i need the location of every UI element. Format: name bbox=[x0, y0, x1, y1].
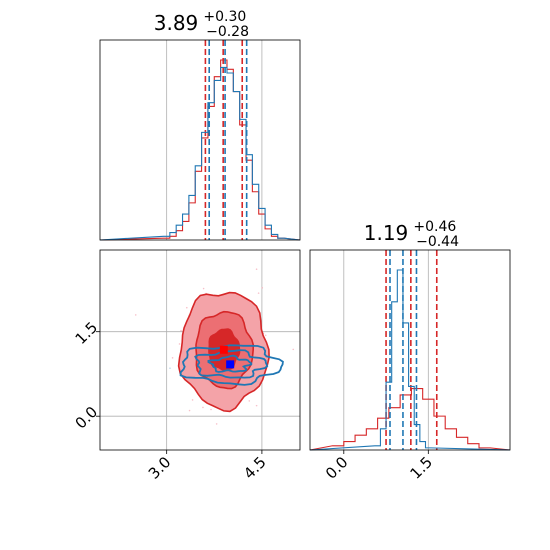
param1-median: 3.89 bbox=[154, 11, 199, 35]
param2-minus: −0.44 bbox=[416, 234, 459, 250]
joint-frame bbox=[99, 249, 301, 451]
sample-point-0-114 bbox=[264, 334, 267, 337]
xtick-label-param1-1: 4.5 bbox=[240, 453, 270, 483]
sample-point-0-28 bbox=[261, 287, 264, 289]
hist1-frame bbox=[99, 39, 301, 241]
sample-point-0-111 bbox=[292, 348, 295, 351]
sample-point-0-116 bbox=[255, 268, 258, 271]
param1-title: 3.89 +0.30 bbox=[154, 9, 247, 35]
sample-point-0-37 bbox=[257, 292, 260, 294]
sample-point-0-22 bbox=[255, 404, 258, 407]
param1-minus: −0.28 bbox=[206, 24, 249, 40]
param2-median: 1.19 bbox=[364, 221, 409, 245]
grid-hist2 bbox=[343, 250, 429, 450]
sample-point-0-102 bbox=[215, 423, 218, 425]
sample-point-0-136 bbox=[248, 400, 251, 402]
hist2-marks bbox=[309, 250, 511, 451]
sample-point-0-98 bbox=[178, 343, 181, 345]
param1-plus: +0.30 bbox=[203, 9, 246, 25]
ytick-label-param2-1: 1.5 bbox=[72, 318, 102, 348]
hist2-frame bbox=[309, 249, 511, 451]
hist2-series-0 bbox=[309, 388, 511, 451]
joint-marks bbox=[134, 268, 295, 425]
sample-point-0-137 bbox=[191, 399, 194, 401]
sample-point-1-68 bbox=[169, 367, 171, 370]
sample-point-0-119 bbox=[171, 357, 174, 359]
sample-point-0-100 bbox=[180, 329, 182, 332]
blue-centre-marker bbox=[226, 360, 235, 369]
blue-contour-1 bbox=[194, 349, 269, 379]
sample-point-0-109 bbox=[202, 406, 204, 409]
param2-title: 1.19 +0.46 bbox=[364, 219, 457, 245]
ytick-label-param2-0: 0.0 bbox=[72, 403, 102, 433]
hist-panel-param2: 1.19 +0.46 −0.44 0.0 1.5 bbox=[309, 219, 511, 483]
hist2-series-1 bbox=[309, 269, 511, 451]
hist1-series-1 bbox=[99, 66, 301, 241]
red-centre-marker bbox=[219, 345, 228, 354]
ticks-hist2: 0.0 1.5 bbox=[322, 450, 436, 483]
xtick-label-param2-0: 0.0 bbox=[322, 453, 352, 483]
sample-point-0-23 bbox=[202, 287, 205, 290]
sample-point-0-38 bbox=[210, 408, 212, 411]
blue-contour-0 bbox=[179, 344, 284, 386]
xtick-label-param2-1: 1.5 bbox=[407, 453, 437, 483]
hist-panel-param1: 3.89 +0.30 −0.28 bbox=[99, 9, 301, 241]
joint-panel: 3.0 4.5 0.0 1.5 bbox=[72, 249, 301, 483]
hist1-series-0 bbox=[99, 59, 301, 241]
param2-plus: +0.46 bbox=[413, 219, 456, 235]
blue-contour-2 bbox=[207, 354, 253, 373]
sample-point-0-50 bbox=[185, 306, 188, 309]
sample-point-0-118 bbox=[188, 409, 191, 412]
hist1-marks bbox=[99, 40, 301, 241]
xtick-label-param1-0: 3.0 bbox=[145, 453, 175, 483]
grid-hist1 bbox=[166, 40, 263, 240]
sample-point-0-81 bbox=[134, 314, 137, 316]
